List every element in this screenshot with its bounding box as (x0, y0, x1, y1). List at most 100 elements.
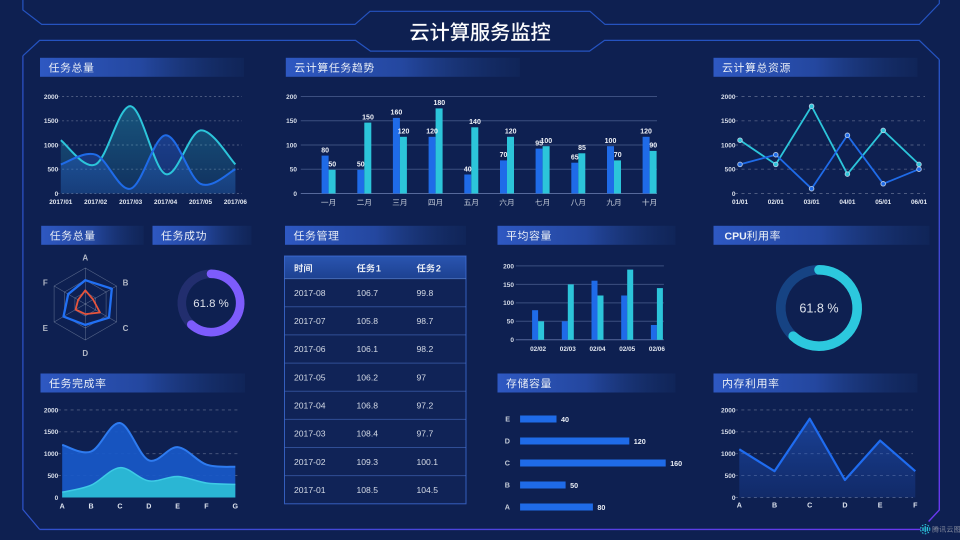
svg-text:B: B (89, 502, 94, 510)
svg-text:140: 140 (469, 119, 481, 126)
svg-text:120: 120 (426, 129, 438, 136)
svg-text:2017/06: 2017/06 (224, 199, 248, 206)
svg-text:109.3: 109.3 (357, 457, 379, 467)
svg-text:1000: 1000 (721, 142, 736, 149)
svg-text:120: 120 (505, 129, 517, 136)
svg-text:2017-06: 2017-06 (294, 344, 326, 354)
svg-text:500: 500 (47, 473, 58, 480)
svg-text:2017-01: 2017-01 (294, 485, 326, 495)
svg-text:D: D (842, 501, 847, 509)
svg-text:99.8: 99.8 (417, 288, 434, 298)
svg-text:E: E (505, 415, 510, 424)
svg-text:E: E (43, 324, 49, 333)
svg-text:100: 100 (605, 138, 617, 145)
svg-text:C: C (123, 324, 129, 333)
svg-text:2017-07: 2017-07 (294, 316, 326, 326)
svg-text:100: 100 (503, 300, 514, 307)
svg-text:150: 150 (286, 118, 297, 125)
svg-text:95: 95 (535, 140, 543, 147)
svg-text:2000: 2000 (721, 94, 736, 101)
svg-text:C: C (807, 501, 812, 509)
svg-text:0: 0 (293, 191, 297, 198)
svg-text:50: 50 (328, 162, 336, 169)
svg-text:1500: 1500 (44, 429, 59, 436)
svg-text:B: B (505, 481, 510, 490)
svg-text:1500: 1500 (44, 118, 59, 125)
svg-text:03/01: 03/01 (804, 199, 820, 206)
svg-text:50: 50 (507, 319, 515, 326)
svg-text:120: 120 (640, 129, 652, 136)
svg-text:500: 500 (725, 167, 736, 174)
svg-text:B: B (772, 501, 777, 509)
svg-text:1000: 1000 (44, 142, 59, 149)
svg-text:1500: 1500 (721, 118, 736, 125)
svg-text:150: 150 (503, 282, 514, 289)
svg-text:0: 0 (55, 191, 59, 198)
svg-text:50: 50 (570, 481, 578, 490)
svg-text:70: 70 (500, 152, 508, 159)
svg-text:2017/02: 2017/02 (84, 199, 108, 206)
svg-text:97.2: 97.2 (417, 401, 434, 411)
svg-text:2000: 2000 (44, 407, 59, 414)
svg-text:2017-03: 2017-03 (294, 429, 326, 439)
svg-text:100: 100 (286, 142, 297, 149)
svg-text:180: 180 (433, 100, 445, 107)
svg-text:A: A (82, 253, 88, 262)
svg-text:108.5: 108.5 (357, 485, 379, 495)
svg-text:100: 100 (540, 138, 552, 145)
svg-text:A: A (505, 503, 510, 512)
svg-text:97: 97 (417, 372, 427, 382)
svg-text:C: C (505, 459, 510, 468)
svg-text:106.2: 106.2 (357, 372, 379, 382)
svg-text:106.8: 106.8 (357, 401, 379, 411)
svg-text:2017/04: 2017/04 (154, 199, 178, 206)
svg-text:E: E (878, 501, 883, 509)
svg-text:D: D (505, 437, 510, 446)
svg-text:0: 0 (732, 191, 736, 198)
svg-text:E: E (175, 502, 180, 510)
svg-text:0: 0 (732, 495, 736, 502)
svg-text:1: 1 (376, 264, 381, 274)
svg-text:G: G (233, 502, 239, 510)
svg-text:105.8: 105.8 (357, 316, 379, 326)
svg-text:F: F (204, 502, 209, 510)
svg-text:1500: 1500 (721, 429, 736, 436)
svg-text:61.8 %: 61.8 % (193, 298, 228, 310)
svg-text:2017-04: 2017-04 (294, 401, 326, 411)
svg-text:2017/05: 2017/05 (189, 199, 213, 206)
svg-text:80: 80 (597, 503, 605, 512)
svg-text:D: D (82, 349, 88, 358)
svg-text:500: 500 (47, 167, 58, 174)
svg-text:02/02: 02/02 (530, 346, 546, 353)
svg-text:2017/01: 2017/01 (49, 199, 73, 206)
svg-text:40: 40 (561, 415, 569, 424)
svg-text:106.7: 106.7 (357, 288, 379, 298)
svg-text:02/03: 02/03 (560, 346, 576, 353)
svg-text:02/04: 02/04 (590, 346, 606, 353)
svg-text:160: 160 (670, 459, 682, 468)
svg-text:02/06: 02/06 (649, 346, 665, 353)
svg-text:2000: 2000 (44, 94, 59, 101)
svg-text:100.1: 100.1 (417, 457, 439, 467)
svg-text:85: 85 (578, 145, 586, 152)
svg-text:0: 0 (510, 337, 514, 344)
svg-text:C: C (117, 502, 122, 510)
svg-text:50: 50 (357, 162, 365, 169)
svg-text:05/01: 05/01 (875, 199, 891, 206)
svg-text:2017/03: 2017/03 (119, 199, 143, 206)
svg-text:120: 120 (634, 437, 646, 446)
svg-text:90: 90 (649, 143, 657, 150)
svg-text:104.5: 104.5 (417, 485, 439, 495)
svg-text:06/01: 06/01 (911, 199, 927, 206)
svg-text:108.4: 108.4 (357, 429, 379, 439)
svg-text:500: 500 (725, 473, 736, 480)
svg-text:160: 160 (391, 110, 403, 117)
svg-text:2017-02: 2017-02 (294, 457, 326, 467)
svg-text:F: F (913, 501, 918, 509)
svg-text:F: F (43, 278, 48, 287)
svg-text:0: 0 (55, 495, 59, 502)
svg-text:2: 2 (436, 264, 441, 274)
svg-text:2017-08: 2017-08 (294, 288, 326, 298)
svg-text:02/05: 02/05 (619, 346, 635, 353)
svg-text:120: 120 (398, 129, 410, 136)
